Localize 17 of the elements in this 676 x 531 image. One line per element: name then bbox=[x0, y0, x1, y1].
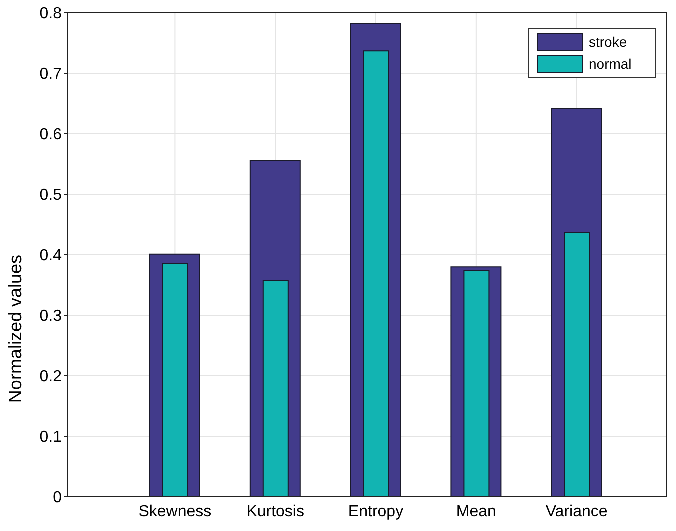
x-tick-label: Kurtosis bbox=[246, 503, 304, 520]
y-tick-label: 0.5 bbox=[40, 187, 62, 204]
x-tick-label: Mean bbox=[456, 503, 496, 520]
y-tick-label: 0 bbox=[53, 490, 62, 507]
x-tick-label: Skewness bbox=[138, 503, 212, 520]
y-tick-label: 0.2 bbox=[40, 368, 62, 386]
legend-label: normal bbox=[589, 55, 632, 74]
y-tick-label: 0.8 bbox=[40, 6, 62, 23]
y-axis-title: Normalized values bbox=[5, 255, 26, 404]
y-tick-label: 0.4 bbox=[40, 248, 62, 265]
x-tick-label: Variance bbox=[546, 503, 608, 520]
y-tick-label: 0.7 bbox=[40, 66, 62, 84]
y-tick-label: 0.3 bbox=[40, 308, 62, 326]
y-tick-label: 0.6 bbox=[40, 126, 62, 144]
legend-label: stroke bbox=[589, 33, 628, 52]
x-tick-label: Entropy bbox=[348, 503, 404, 520]
y-tick-label: 0.1 bbox=[40, 429, 62, 446]
